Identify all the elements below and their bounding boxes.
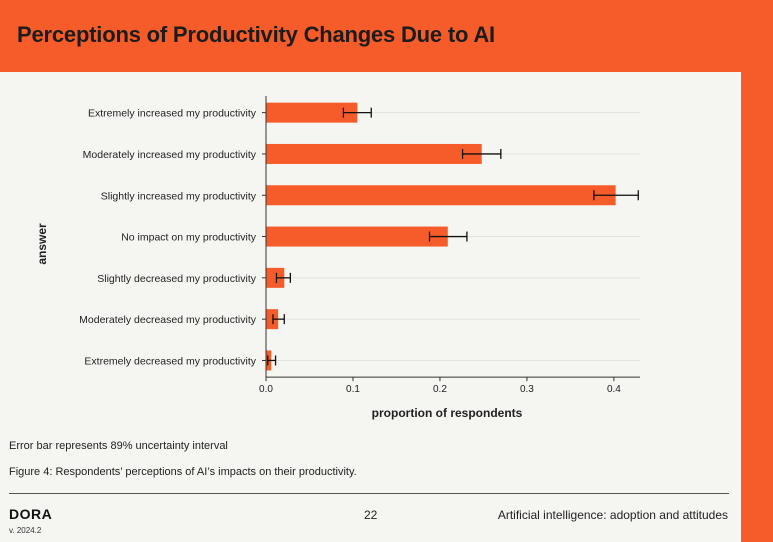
page-title: Perceptions of Productivity Changes Due … xyxy=(17,22,495,47)
productivity-bar-chart: Extremely increased my productivity Moder… xyxy=(35,96,640,420)
dora-logo: DORA xyxy=(9,506,53,522)
chart-category-labels: Extremely increased my productivity Moder… xyxy=(79,108,266,367)
chart-bar xyxy=(266,309,279,330)
chart-category-label: Slightly decreased my productivity xyxy=(97,273,256,285)
chart-category-label: Extremely increased my productivity xyxy=(88,108,257,120)
footer-divider xyxy=(9,493,729,494)
side-accent-strip xyxy=(741,72,773,542)
error-bar-note: Error bar represents 89% uncertainty int… xyxy=(9,440,228,452)
chart-x-tick-label: 0.2 xyxy=(433,384,447,395)
chart-bar xyxy=(266,226,448,247)
chart-error-bars xyxy=(267,107,639,366)
chart-category-label: Moderately increased my productivity xyxy=(83,149,257,161)
chart-x-tick-label: 0.3 xyxy=(520,384,534,395)
chart-bar xyxy=(266,143,482,164)
chart-x-axis-title: proportion of respondents xyxy=(372,406,523,420)
header-banner: Perceptions of Productivity Changes Due … xyxy=(0,0,773,72)
chart-x-tick-label: 0.4 xyxy=(607,384,621,395)
chart-bars xyxy=(266,102,616,371)
chart-bar xyxy=(266,267,285,288)
chart-category-label: Extremely decreased my productivity xyxy=(84,355,256,367)
chart-x-ticks: 0.0 0.1 0.2 0.3 0.4 xyxy=(259,377,621,395)
chart-bar xyxy=(266,185,616,206)
chart-category-label: Slightly increased my productivity xyxy=(101,190,257,202)
chart-y-axis-title: answer xyxy=(35,223,49,265)
section-title: Artificial intelligence: adoption and at… xyxy=(497,508,728,522)
version-label: v. 2024.2 xyxy=(9,526,42,535)
chart-x-tick-label: 0.1 xyxy=(346,384,360,395)
chart-x-tick-label: 0.0 xyxy=(259,384,273,395)
chart-category-label: Moderately decreased my productivity xyxy=(79,314,257,326)
page-number: 22 xyxy=(364,508,378,522)
figure-caption: Figure 4: Respondents’ perceptions of AI… xyxy=(9,466,357,478)
chart-bar xyxy=(266,102,358,123)
chart-category-label: No impact on my productivity xyxy=(121,232,257,244)
